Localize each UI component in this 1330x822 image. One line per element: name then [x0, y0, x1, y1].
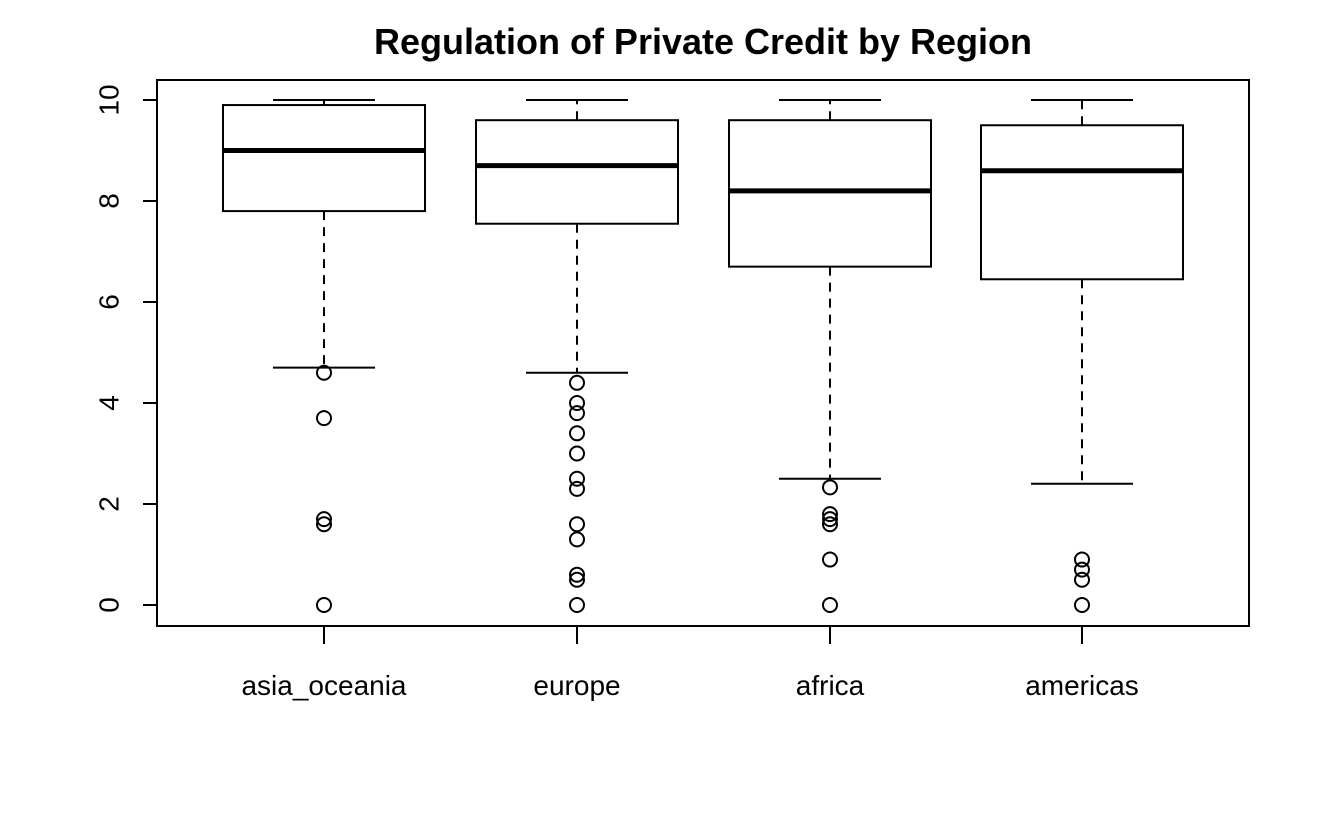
outlier-point: [569, 405, 585, 422]
outlier-point: [569, 395, 585, 411]
plot-frame: [156, 79, 1250, 627]
x-tick-label: americas: [1025, 670, 1139, 701]
outlier-point: [569, 597, 585, 613]
outlier-point: [822, 479, 838, 496]
outlier-point: [569, 531, 585, 548]
box-europe: [475, 99, 679, 613]
outlier-point: [569, 374, 585, 391]
y-tick-label: 6: [93, 294, 124, 310]
x-axis: asia_oceania europe africa americas: [241, 626, 1139, 701]
outlier-point: [822, 511, 838, 528]
iqr-box: [222, 104, 426, 213]
iqr-box: [980, 124, 1184, 281]
outlier-point: [1074, 561, 1090, 578]
outlier-point: [316, 364, 332, 381]
box-africa: [728, 99, 932, 613]
box-asia_oceania: [222, 99, 426, 613]
outlier-point: [316, 410, 332, 427]
outlier-point: [1074, 551, 1090, 568]
box-series: [222, 99, 1184, 613]
y-tick-label: 4: [93, 395, 124, 411]
y-tick-label: 10: [93, 84, 124, 115]
y-tick-label: 0: [93, 597, 124, 613]
outlier-point: [569, 480, 585, 497]
y-axis: 0 2 4 6 8 10: [93, 84, 157, 613]
x-tick-label: africa: [796, 670, 865, 701]
y-tick-label: 8: [93, 193, 124, 209]
outlier-point: [569, 445, 585, 462]
outlier-point: [822, 516, 838, 533]
y-tick-label: 2: [93, 496, 124, 512]
outlier-point: [1074, 597, 1090, 613]
outlier-point: [822, 551, 838, 568]
outlier-point: [569, 566, 585, 583]
outlier-point: [316, 597, 332, 613]
outlier-point: [822, 506, 838, 523]
outlier-point: [316, 516, 332, 533]
outlier-point: [569, 571, 585, 588]
box-americas: [980, 99, 1184, 613]
outlier-point: [569, 516, 585, 533]
x-tick-label: asia_oceania: [241, 670, 406, 701]
chart-title: Regulation of Private Credit by Region: [374, 21, 1032, 62]
outlier-point: [316, 511, 332, 528]
outlier-point: [569, 470, 585, 487]
iqr-box: [475, 119, 679, 225]
outlier-point: [822, 597, 838, 613]
outlier-point: [1074, 571, 1090, 588]
outlier-point: [569, 425, 585, 442]
x-tick-label: europe: [533, 670, 620, 701]
iqr-box: [728, 119, 932, 268]
